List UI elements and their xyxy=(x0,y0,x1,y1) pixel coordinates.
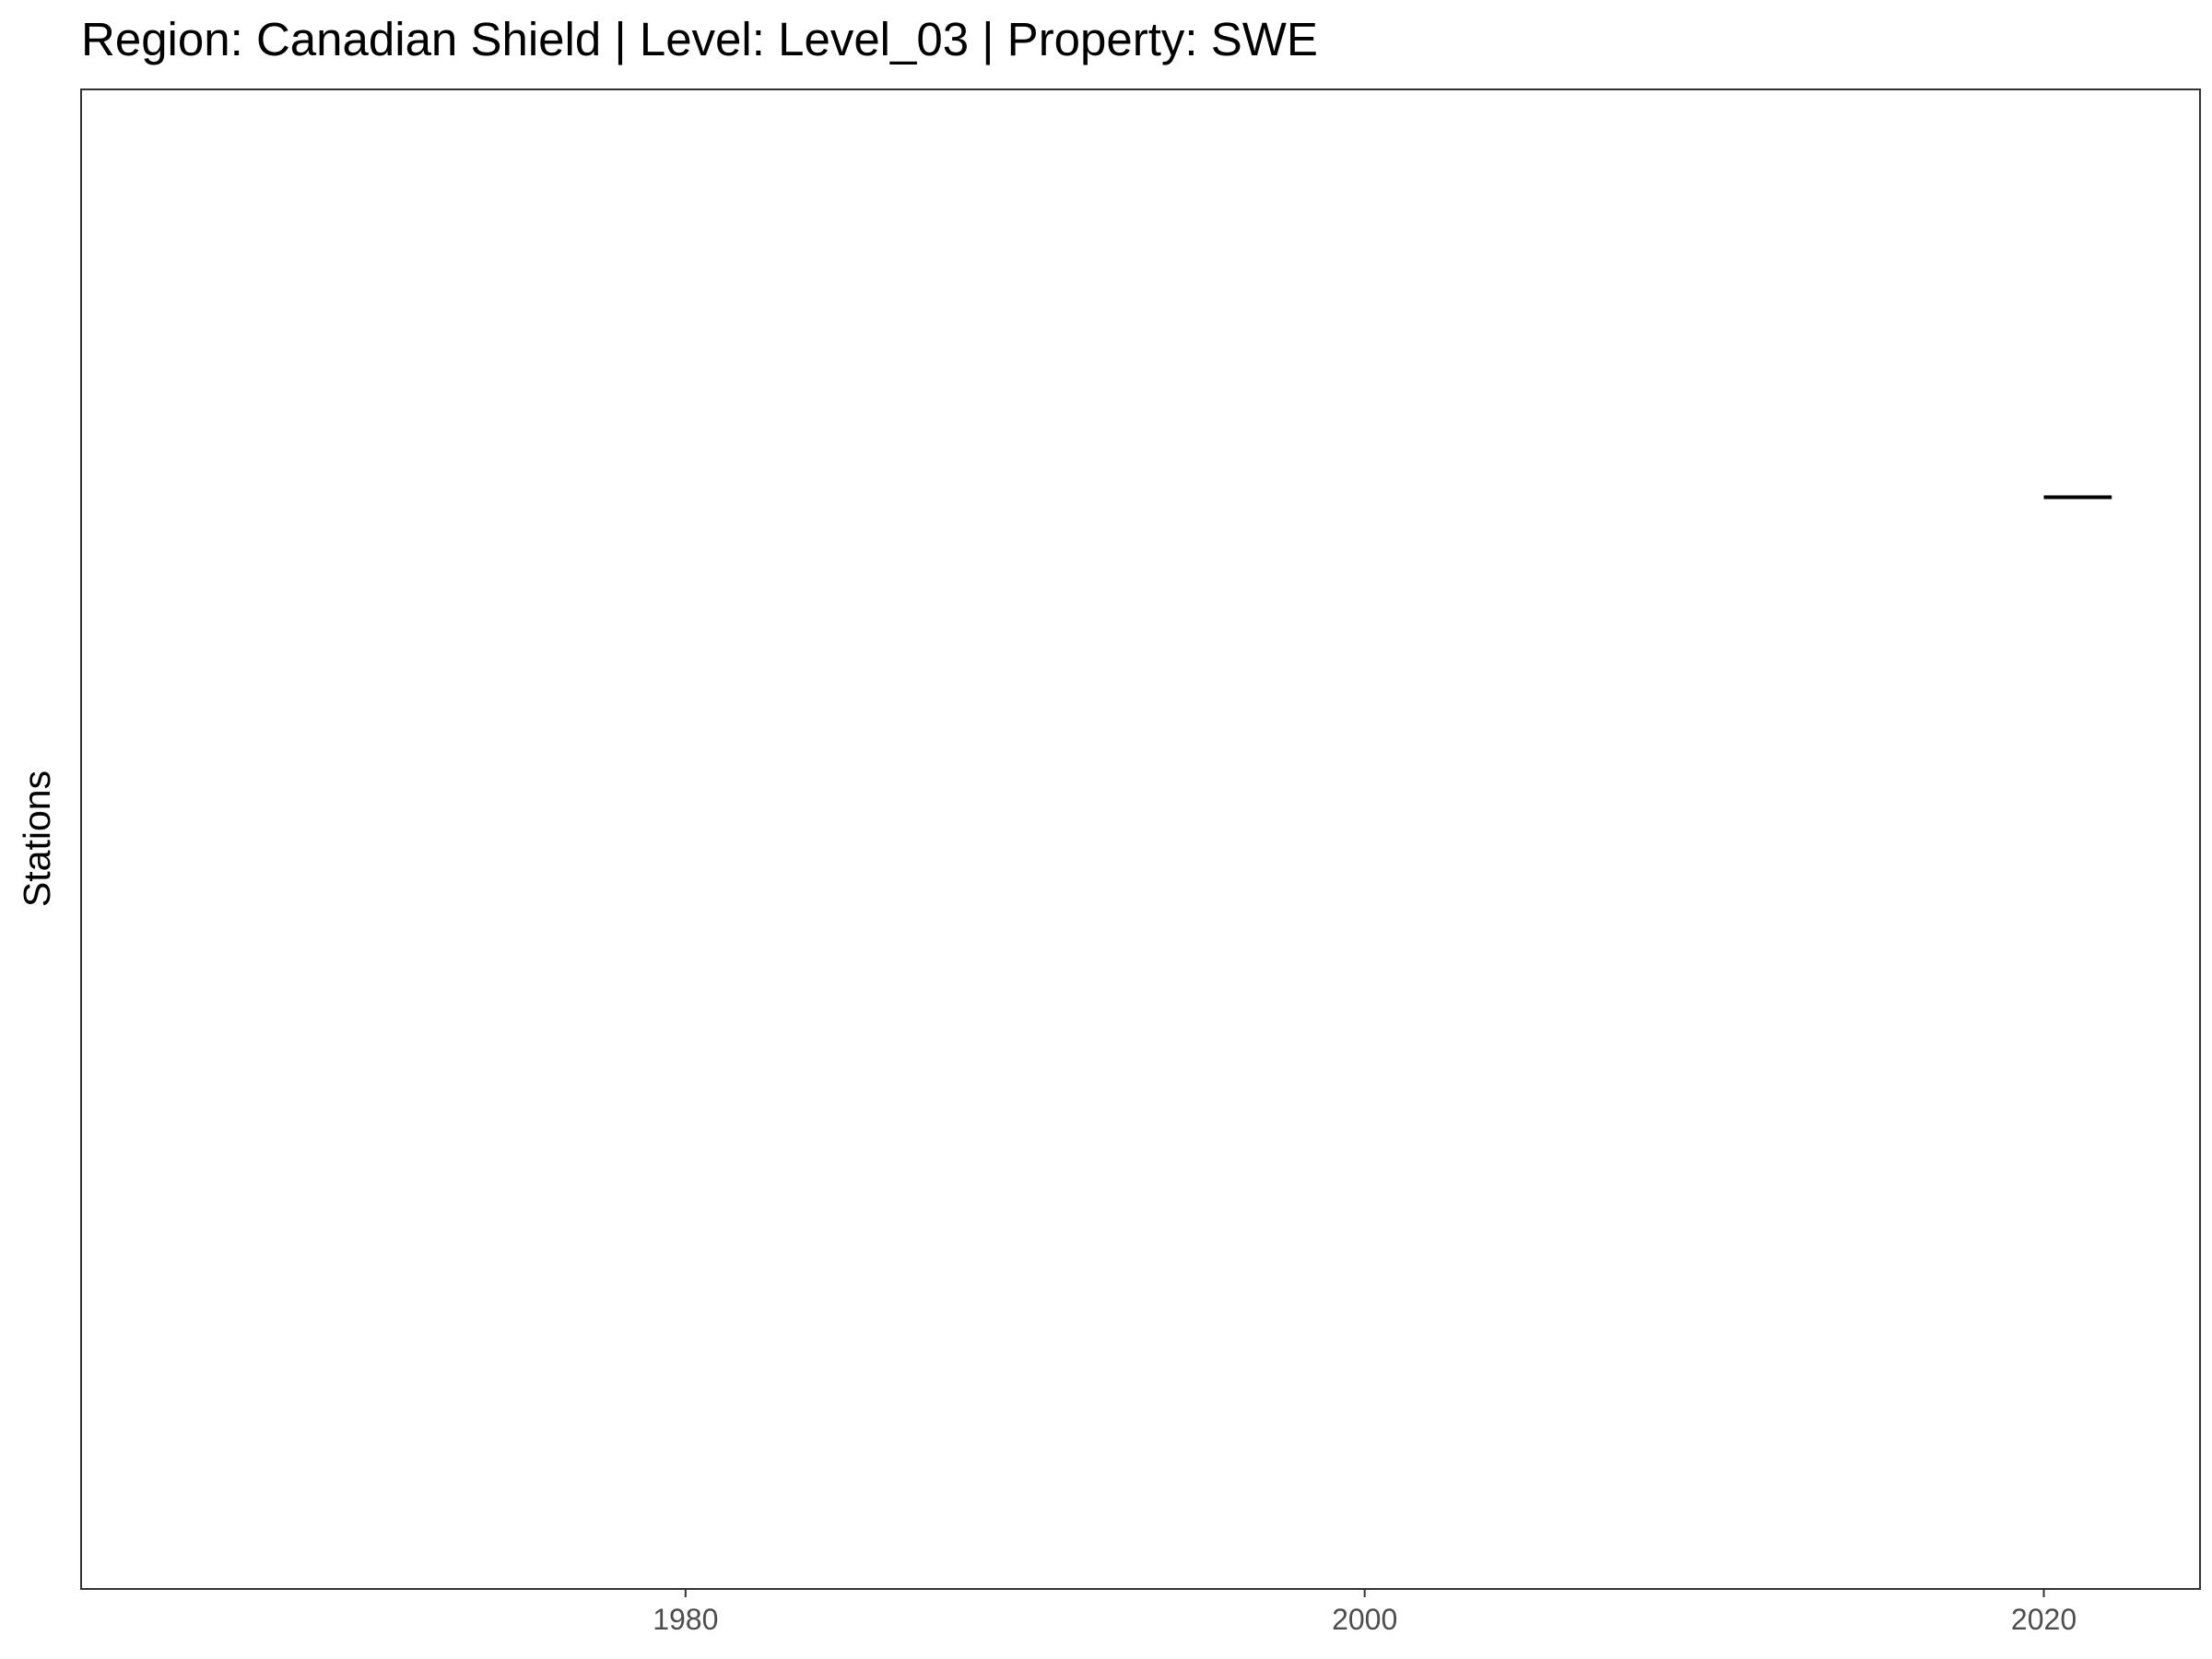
plot-panel-border xyxy=(80,88,2201,1590)
chart-title: Region: Canadian Shield | Level: Level_0… xyxy=(81,13,1318,65)
x-tick-label: 2020 xyxy=(2011,1603,2077,1636)
x-tick-label: 1980 xyxy=(653,1603,718,1636)
y-axis-label: Stations xyxy=(16,771,58,907)
x-axis-ticks: 1980 2000 2020 xyxy=(653,1589,2077,1636)
x-tick-label: 2000 xyxy=(1332,1603,1397,1636)
